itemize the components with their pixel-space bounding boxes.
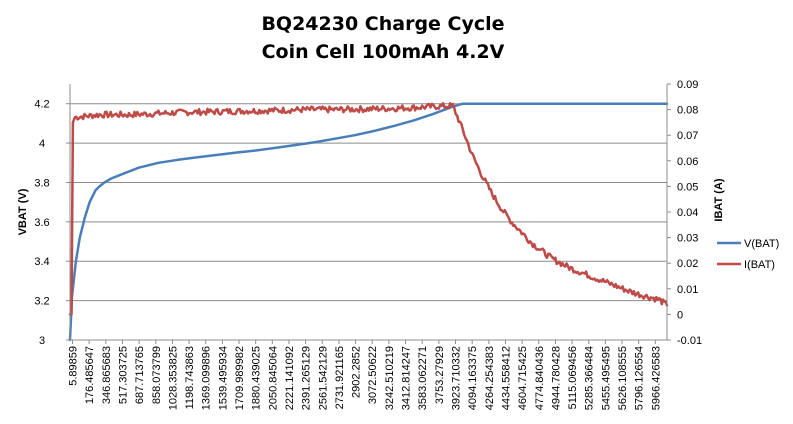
x-tick-label: 176.485647 [84, 346, 96, 404]
x-tick-label: 3072.50622 [367, 346, 379, 404]
x-tick-label: 4434.558412 [500, 346, 512, 410]
x-tick-label: 4944.780428 [550, 346, 562, 410]
y2-tick-label: 0.06 [677, 156, 698, 168]
x-tick-label: 5796.126554 [634, 346, 646, 410]
x-tick-label: 5285.366484 [584, 346, 596, 410]
chart-subtitle: Coin Cell 100mAh 4.2V [262, 41, 505, 63]
legend-label: V(BAT) [744, 238, 779, 250]
x-tick-label: 5455.495495 [600, 346, 612, 410]
y2-axis-label: IBAT (A) [713, 178, 725, 222]
axes [66, 83, 671, 344]
gridlines [70, 103, 667, 341]
y-tick-label: 3.2 [34, 296, 49, 308]
x-tick-label: 3412.814247 [401, 346, 413, 410]
x-tick-label: 5626.108555 [617, 346, 629, 410]
y-tick-label: 3.6 [34, 217, 49, 229]
y-tick-label: 3 [39, 335, 45, 347]
y-tick-label: 3.4 [34, 256, 49, 268]
x-tick-label: 3242.510219 [384, 346, 396, 410]
y2-tick-label: 0.03 [677, 233, 698, 245]
x-tick-label: 1369.099896 [201, 346, 213, 410]
y2-tick-label: 0 [677, 309, 683, 321]
y2-tick-label: 0.08 [677, 105, 698, 117]
x-tick-label: 2221.141092 [284, 346, 296, 410]
y2-tick-label: 0.02 [677, 258, 698, 270]
y-tick-label: 3.8 [34, 177, 49, 189]
x-tick-label: 687.713765 [134, 346, 146, 404]
y2-tick-label: 0.01 [677, 284, 698, 296]
series-line-ibat [68, 102, 669, 316]
x-tick-label: 346.865683 [101, 346, 113, 404]
chart-title: BQ24230 Charge Cycle [261, 13, 504, 35]
x-tick-label: 1880.439025 [251, 346, 263, 410]
x-tick-label: 3923.710332 [451, 346, 463, 410]
y2-tick-label: 0.05 [677, 181, 698, 193]
x-tick-label: 2391.265129 [301, 346, 313, 410]
x-tick-label: 2902.2852 [351, 346, 363, 398]
y2-tick-label: 0.09 [677, 79, 698, 91]
x-tick-label: 517.303725 [117, 346, 129, 404]
y2-tick-label: -0.01 [677, 335, 702, 347]
x-tick-label: 858.073799 [151, 346, 163, 404]
legend: V(BAT) I(BAT) [717, 238, 779, 271]
x-tick-label: 1198.743863 [184, 346, 196, 409]
x-tick-label: 2050.845064 [267, 346, 279, 410]
x-tick-label: 5115.069456 [567, 346, 579, 409]
y2-tick-label: 0.07 [677, 130, 698, 142]
x-tick-label: 4094.163375 [467, 346, 479, 410]
tick-labels: 3 3.2 3.4 3.6 3.8 4 4.2 -0.01 0 0.01 0.02 0.03 0.04 0… [34, 79, 702, 410]
y-tick-label: 4.2 [34, 99, 49, 111]
y-tick-label: 4 [39, 138, 45, 150]
x-tick-label: 4604.715425 [517, 346, 529, 410]
x-tick-label: 3583.062271 [417, 346, 429, 410]
x-tick-label: 1539.495934 [217, 346, 229, 410]
x-tick-label: 1709.989982 [234, 346, 246, 410]
series-lines [68, 102, 669, 342]
x-tick-label: 4264.254383 [484, 346, 496, 410]
x-tick-label: 5.89859 [67, 346, 79, 386]
x-tick-label: 3753.27929 [434, 346, 446, 404]
series-line-vbat [68, 102, 669, 342]
legend-label: I(BAT) [744, 259, 775, 271]
x-tick-label: 2561.542129 [317, 346, 329, 410]
x-tick-label: 5966.426583 [650, 346, 662, 410]
y2-tick-label: 0.04 [677, 207, 698, 219]
y-axis-label: VBAT (V) [17, 188, 29, 235]
x-tick-label: 1028.353825 [167, 346, 179, 410]
x-tick-label: 2731.921165 [334, 346, 346, 409]
x-tick-label: 4774.840436 [534, 346, 546, 410]
